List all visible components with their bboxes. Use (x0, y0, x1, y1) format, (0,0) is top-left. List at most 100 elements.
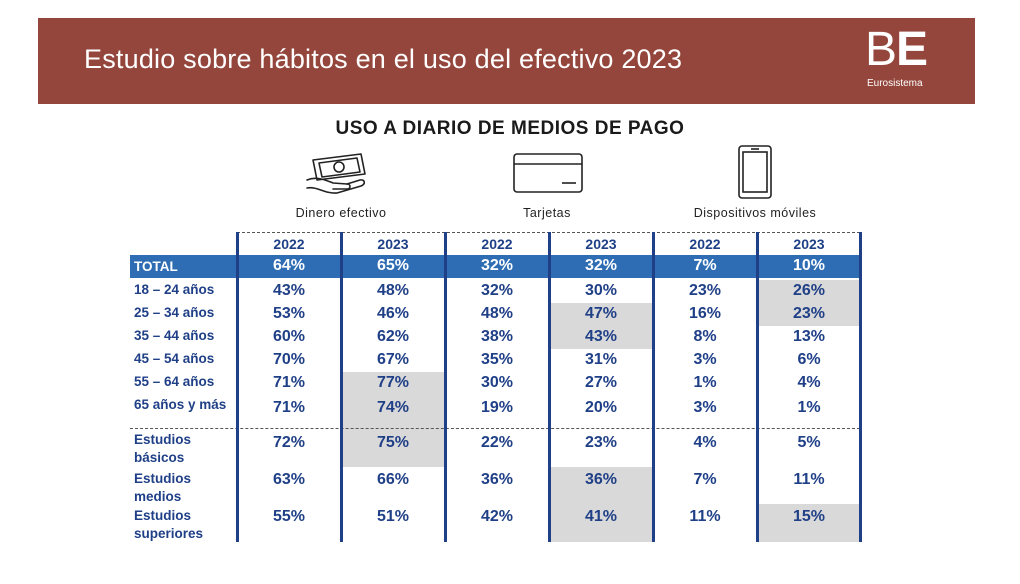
table-cell: 72% (272, 434, 306, 451)
table-cell: 70% (272, 351, 306, 368)
table-cell: 23% (584, 434, 618, 451)
year-header: 2023 (377, 236, 409, 252)
total-row-label: TOTAL (134, 259, 178, 274)
row-label: 35 – 44 años (134, 328, 215, 343)
table-cell: 48% (376, 282, 410, 299)
table-cell: 11% (689, 508, 721, 525)
table-cell: 43% (584, 328, 618, 345)
group-divider (130, 428, 860, 429)
table-cell: 47% (584, 305, 618, 322)
table-cell: 67% (376, 351, 410, 368)
logo-letter-e: E (896, 23, 928, 76)
header-banner: Estudio sobre hábitos en el uso del efec… (38, 18, 975, 104)
year-header: 2023 (585, 236, 617, 252)
table-cell: 30% (480, 374, 514, 391)
highlight-cell (551, 303, 653, 326)
table-cell: 74% (376, 399, 410, 416)
table-cell: 32% (480, 257, 514, 274)
table-cell: 71% (272, 399, 306, 416)
table-cell: 4% (797, 374, 821, 391)
table-cell: 36% (584, 471, 618, 488)
table-cell: 55% (272, 508, 306, 525)
table-cell: 71% (272, 374, 306, 391)
table-cell: 30% (584, 282, 618, 299)
category-label-cash: Dinero efectivo (295, 206, 387, 220)
highlight-cell (343, 395, 445, 430)
table-cell: 4% (693, 434, 717, 451)
table-cell: 3% (693, 399, 717, 416)
year-header: 2022 (689, 236, 721, 252)
table-cell: 31% (584, 351, 618, 368)
row-label: 55 – 64 años (134, 374, 215, 389)
logo-letter-b: B (865, 23, 897, 76)
table-heading: USO A DIARIO DE MEDIOS DE PAGO (335, 118, 685, 139)
table-cell: 51% (376, 508, 410, 525)
table-cell: 5% (797, 434, 821, 451)
table-cell: 1% (797, 399, 821, 416)
table-cell: 7% (693, 471, 717, 488)
credit-card-icon (513, 153, 583, 193)
table-cell: 23% (688, 282, 722, 299)
highlight-cell (343, 372, 445, 395)
table-cell: 75% (376, 434, 410, 451)
table-cell: 53% (272, 305, 306, 322)
table-cell: 64% (272, 257, 306, 274)
total-row-bar (130, 255, 860, 278)
column-divider (652, 232, 655, 542)
column-divider (444, 232, 447, 542)
year-header: 2023 (793, 236, 825, 252)
table-cell: 6% (797, 351, 821, 368)
highlight-cell (551, 326, 653, 349)
column-divider (340, 232, 343, 542)
table-cell: 36% (480, 471, 514, 488)
year-header: 2022 (481, 236, 513, 252)
column-divider (859, 232, 862, 542)
table-cell: 66% (376, 471, 410, 488)
logo-mark: BE (865, 20, 928, 80)
table-cell: 20% (584, 399, 618, 416)
table-cell: 48% (480, 305, 514, 322)
row-label: 25 – 34 años (134, 305, 215, 320)
table-cell: 32% (584, 257, 618, 274)
table-cell: 11% (793, 471, 825, 488)
year-header: 2022 (273, 236, 305, 252)
row-label: 18 – 24 años (134, 282, 215, 297)
table-cell: 3% (693, 351, 717, 368)
column-divider (548, 232, 551, 542)
highlight-cell (551, 504, 653, 542)
category-label-cards: Tarjetas (523, 206, 571, 220)
row-label: 45 – 54 años (134, 351, 215, 366)
table-cell: 62% (376, 328, 410, 345)
table-cell: 23% (792, 305, 826, 322)
table-cell: 32% (480, 282, 514, 299)
table-cell: 65% (376, 257, 410, 274)
category-label-mobile: Dispositivos móviles (693, 206, 817, 220)
highlight-cell (759, 280, 861, 303)
table-cell: 63% (272, 471, 306, 488)
table-cell: 77% (376, 374, 410, 391)
highlight-cell (343, 430, 445, 467)
table-cell: 10% (792, 257, 826, 274)
highlight-cell (759, 504, 861, 542)
table-cell: 15% (792, 508, 826, 525)
be-logo: BE Eurosistema (865, 23, 965, 94)
table-cell: 19% (480, 399, 514, 416)
row-label: 65 años y más (134, 397, 227, 412)
page-title: Estudio sobre hábitos en el uso del efec… (84, 44, 683, 74)
table-cell: 7% (693, 257, 717, 274)
table-cell: 43% (272, 282, 306, 299)
table-cell: 26% (792, 282, 826, 299)
row-label: Estudios superiores (134, 508, 204, 541)
row-label: Estudios medios (134, 471, 192, 504)
table-cell: 38% (480, 328, 514, 345)
table-cell: 41% (584, 508, 618, 525)
cash-hand-icon (306, 153, 366, 194)
mobile-phone-icon (738, 145, 772, 199)
highlight-cell (759, 303, 861, 326)
table-cell: 27% (584, 374, 618, 391)
table-cell: 35% (480, 351, 514, 368)
column-divider (236, 232, 239, 542)
table-cell: 13% (792, 328, 826, 345)
row-label: Estudios básicos (134, 432, 192, 465)
table-cell: 60% (272, 328, 306, 345)
